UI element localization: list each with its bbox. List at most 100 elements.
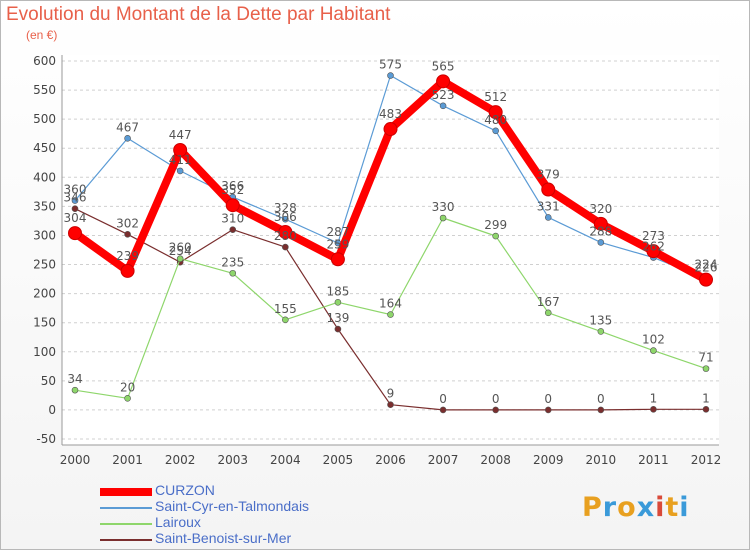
chart-title: Evolution du Montant de la Dette par Hab…: [6, 4, 391, 25]
data-point: [492, 232, 499, 240]
data-point: [597, 406, 605, 414]
data-point: [439, 102, 447, 110]
data-point: [439, 214, 447, 222]
data-label: 260: [169, 241, 192, 255]
data-label: 273: [642, 229, 665, 243]
data-point: [387, 311, 394, 318]
x-tick-label: 2006: [375, 453, 406, 467]
data-label: 0: [597, 392, 605, 406]
x-tick-label: 2001: [112, 453, 143, 467]
y-tick-label: 50: [41, 374, 56, 388]
data-point: [120, 263, 135, 278]
data-point: [702, 365, 710, 372]
x-tick-label: 2005: [323, 453, 354, 467]
data-label: 331: [537, 199, 560, 213]
data-point: [597, 328, 605, 335]
logo-letter: i: [679, 492, 690, 523]
legend-label: CURZON: [155, 482, 215, 498]
data-point: [176, 167, 184, 175]
x-tick-label: 2010: [586, 453, 617, 467]
data-label: 310: [221, 212, 244, 226]
data-label: 320: [589, 202, 612, 216]
data-point: [699, 272, 713, 287]
y-tick-label: 150: [33, 316, 56, 330]
y-tick-label: 350: [33, 199, 56, 213]
data-label: 306: [274, 210, 297, 224]
logo-letter: r: [602, 492, 618, 523]
y-tick-label: 600: [33, 54, 56, 68]
data-label: 9: [387, 387, 395, 401]
data-label: 0: [544, 392, 552, 406]
data-label: 1: [650, 391, 658, 405]
data-label: 565: [432, 59, 455, 73]
data-point: [330, 252, 345, 267]
data-label: 224: [695, 258, 718, 272]
logo-letter: i: [655, 492, 666, 523]
y-tick-label: 200: [33, 287, 56, 301]
data-point: [68, 226, 82, 241]
data-point: [124, 394, 131, 402]
x-tick-label: 2007: [428, 453, 459, 467]
data-label: 287: [326, 225, 349, 239]
y-tick-label: 400: [33, 170, 56, 184]
data-label: 167: [537, 295, 560, 309]
y-tick-label: 0: [48, 403, 56, 417]
data-point: [278, 224, 293, 239]
data-label: 512: [484, 90, 507, 104]
data-point: [488, 105, 503, 120]
y-tick-label: 500: [33, 112, 56, 126]
logo-letter: o: [617, 492, 637, 523]
series-lairoux: [71, 214, 710, 402]
y-tick-label: 550: [33, 83, 56, 97]
data-label: 71: [698, 351, 713, 365]
data-point: [176, 255, 184, 263]
chart-subtitle: (en €): [26, 28, 58, 42]
data-point: [71, 197, 79, 204]
data-label: 254: [169, 244, 192, 258]
x-tick-label: 2011: [638, 453, 669, 467]
data-label: 288: [589, 224, 612, 238]
data-label: 34: [67, 372, 82, 386]
data-point: [544, 406, 552, 414]
plot-area: [62, 55, 719, 445]
data-point: [387, 401, 394, 408]
logo-letter: P: [582, 492, 603, 523]
x-tick-label: 2000: [60, 453, 91, 467]
data-point: [544, 214, 552, 221]
data-label: 280: [274, 229, 297, 243]
data-point: [646, 244, 661, 259]
data-point: [702, 406, 710, 413]
data-label: 155: [274, 302, 297, 316]
data-label: 135: [589, 313, 612, 327]
x-tick-label: 2004: [270, 453, 301, 467]
data-label: 259: [326, 237, 349, 251]
data-point: [383, 122, 398, 137]
data-point: [439, 406, 447, 414]
data-label: 239: [116, 249, 139, 263]
data-point: [334, 299, 342, 306]
data-label: 379: [537, 168, 560, 182]
legend-swatch: [100, 539, 152, 541]
data-label: 360: [64, 183, 87, 197]
data-point: [173, 142, 188, 157]
data-point: [650, 347, 657, 354]
data-label: 411: [169, 153, 192, 167]
data-label: 304: [64, 211, 87, 225]
data-label: 139: [326, 311, 349, 325]
data-label: 523: [432, 88, 455, 102]
data-point: [71, 386, 79, 394]
data-label: 299: [484, 218, 507, 232]
y-tick-label: 100: [33, 345, 56, 359]
data-point: [387, 72, 394, 79]
data-point: [492, 127, 499, 135]
data-label: 0: [439, 392, 447, 406]
data-label: 302: [116, 216, 139, 230]
data-label: 185: [326, 284, 349, 298]
data-point: [71, 205, 79, 213]
series-saint-benoist-sur-mer: [71, 205, 710, 414]
data-point: [597, 239, 605, 246]
legend-label: Saint-Cyr-en-Talmondais: [155, 498, 310, 514]
data-point: [282, 316, 289, 324]
y-tick-label: 450: [33, 141, 56, 155]
data-point: [541, 182, 556, 197]
